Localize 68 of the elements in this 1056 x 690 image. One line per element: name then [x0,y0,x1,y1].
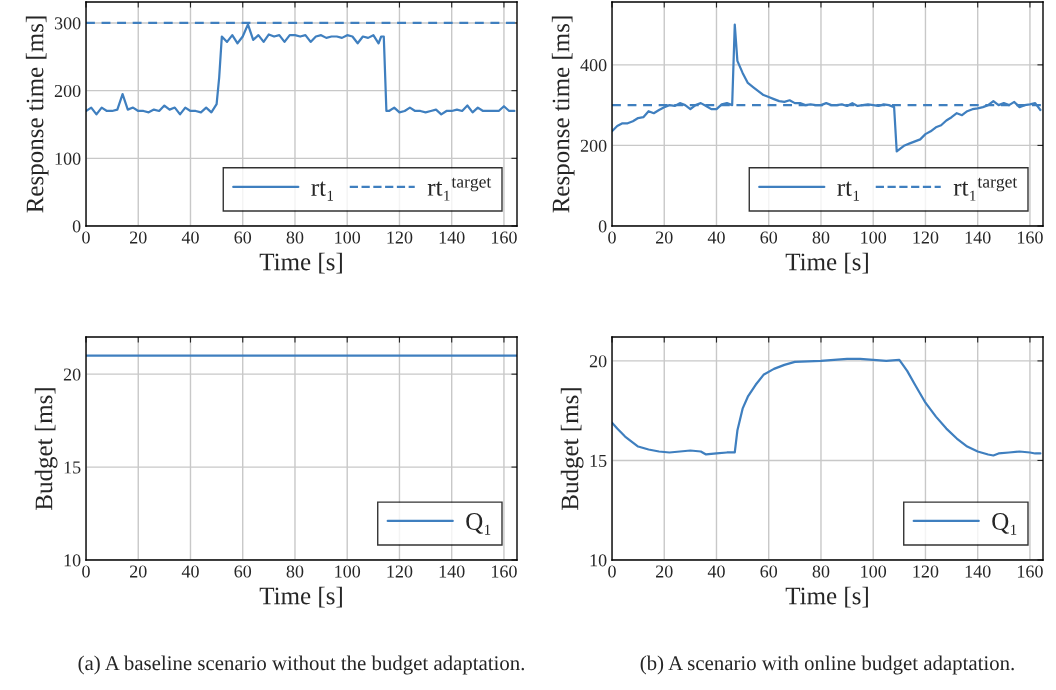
legend-label: rt₁ [837,181,860,201]
x-axis-title: Time [s] [785,252,868,274]
legend-label: rt₁$^{target}$ [427,177,492,201]
line-series [612,357,1042,457]
x-tick-label: 0 [82,565,90,578]
x-tick-label: 120 [913,565,939,578]
y-axis-title: Response time [ms] [25,16,49,213]
x-tick-label: 0 [608,565,616,578]
x-axis-title: Time [s] [259,586,342,608]
x-tick-label: 80 [286,565,304,578]
x-tick-label: 0 [608,231,616,244]
text: (b) A scenario with online budget adaptation. [640,655,1014,675]
x-tick-label: 80 [812,565,830,578]
x-tick-label: 80 [812,231,830,244]
x-tick-label: 160 [491,565,517,578]
legend-label: Q₁ [466,513,491,535]
x-tick-label: 140 [439,565,465,578]
x-tick-label: 120 [387,231,413,244]
y-axis-title: Budget [ms] [560,388,584,510]
text: (a) A baseline scenario without the budget adaptation. [78,655,525,675]
y-tick-label: 15 [64,461,81,474]
y-tick-label: 20 [589,355,607,368]
legend-label: rt₁ [311,181,334,201]
x-tick-label: 100 [861,231,887,244]
y-tick-label: 200 [580,139,607,152]
x-tick-label: 80 [286,231,304,244]
x-tick-label: 140 [439,231,465,244]
x-tick-label: 20 [656,565,673,578]
x-tick-label: 40 [707,565,725,578]
x-tick-label: 20 [130,231,147,244]
y-tick-label: 10 [64,554,81,567]
legend-label: rt₁$^{target}$ [953,177,1018,201]
x-tick-label: 100 [335,231,361,244]
y-tick-label: 300 [54,17,81,30]
x-tick-label: 160 [491,231,517,244]
x-tick-label: 120 [913,231,939,244]
x-tick-label: 160 [1017,565,1043,578]
y-tick-label: 100 [55,152,81,165]
x-axis-title: Time [s] [785,586,868,608]
y-tick-label: 10 [590,554,607,567]
x-tick-label: 40 [707,231,725,244]
legend-label: Q₁ [992,513,1017,535]
y-axis-title: Budget [ms] [34,388,58,510]
x-tick-label: 140 [965,231,991,244]
x-tick-label: 100 [861,565,887,578]
x-tick-label: 140 [965,565,991,578]
y-tick-label: 20 [63,368,81,381]
x-tick-label: 60 [760,231,778,244]
x-tick-label: 120 [387,565,413,578]
x-tick-label: 20 [130,565,147,578]
y-tick-label: 0 [72,220,81,233]
line-series [86,23,516,116]
y-tick-label: 15 [590,454,607,467]
x-tick-label: 0 [82,231,90,244]
x-tick-label: 40 [181,231,199,244]
y-tick-label: 400 [580,59,607,72]
x-axis-title: Time [s] [259,252,342,274]
y-axis-title: Response time [ms] [551,16,575,213]
x-tick-label: 20 [656,231,673,244]
x-tick-label: 40 [181,565,199,578]
y-tick-label: 200 [54,84,81,98]
line-series [612,23,1042,153]
x-tick-label: 60 [234,231,252,244]
x-tick-label: 60 [760,565,778,578]
x-tick-label: 100 [335,565,361,578]
x-tick-label: 60 [234,565,252,578]
x-tick-label: 160 [1017,231,1043,244]
y-tick-label: 0 [598,220,607,233]
